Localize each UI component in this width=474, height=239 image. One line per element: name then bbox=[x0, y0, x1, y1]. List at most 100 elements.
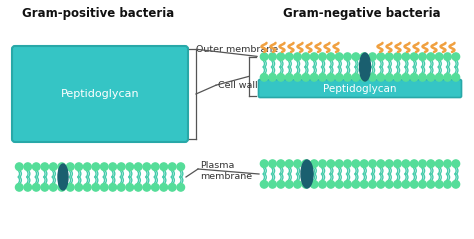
Circle shape bbox=[24, 163, 32, 170]
Text: Plasma
membrane: Plasma membrane bbox=[200, 161, 252, 181]
Circle shape bbox=[319, 180, 326, 188]
Circle shape bbox=[419, 53, 426, 60]
Text: Peptidoglycan: Peptidoglycan bbox=[61, 89, 139, 99]
Circle shape bbox=[319, 53, 326, 60]
Circle shape bbox=[152, 163, 159, 170]
Circle shape bbox=[394, 180, 401, 188]
Circle shape bbox=[32, 184, 40, 191]
Circle shape bbox=[168, 184, 176, 191]
Circle shape bbox=[310, 53, 318, 60]
Circle shape bbox=[277, 53, 284, 60]
Circle shape bbox=[285, 160, 293, 168]
Circle shape bbox=[294, 74, 301, 81]
Circle shape bbox=[369, 180, 376, 188]
Circle shape bbox=[402, 180, 410, 188]
Circle shape bbox=[427, 74, 435, 81]
Circle shape bbox=[435, 180, 443, 188]
Circle shape bbox=[302, 53, 310, 60]
Circle shape bbox=[310, 74, 318, 81]
Circle shape bbox=[344, 160, 351, 168]
Circle shape bbox=[177, 163, 184, 170]
Circle shape bbox=[92, 163, 100, 170]
Circle shape bbox=[327, 74, 335, 81]
Circle shape bbox=[336, 53, 343, 60]
Circle shape bbox=[118, 184, 125, 191]
Text: Cell wall: Cell wall bbox=[218, 81, 258, 90]
Circle shape bbox=[118, 163, 125, 170]
Circle shape bbox=[75, 163, 82, 170]
FancyBboxPatch shape bbox=[258, 80, 462, 98]
Circle shape bbox=[109, 163, 117, 170]
Circle shape bbox=[402, 74, 410, 81]
Circle shape bbox=[360, 53, 368, 60]
Circle shape bbox=[177, 184, 184, 191]
Circle shape bbox=[168, 163, 176, 170]
Circle shape bbox=[302, 74, 310, 81]
Circle shape bbox=[452, 180, 460, 188]
Circle shape bbox=[143, 184, 151, 191]
Circle shape bbox=[410, 160, 418, 168]
Circle shape bbox=[49, 184, 57, 191]
Circle shape bbox=[410, 74, 418, 81]
Circle shape bbox=[16, 163, 23, 170]
Circle shape bbox=[260, 160, 268, 168]
Circle shape bbox=[24, 184, 32, 191]
Circle shape bbox=[352, 53, 360, 60]
Circle shape bbox=[385, 180, 393, 188]
Circle shape bbox=[260, 74, 268, 81]
Circle shape bbox=[294, 180, 301, 188]
Circle shape bbox=[294, 53, 301, 60]
Circle shape bbox=[310, 180, 318, 188]
Circle shape bbox=[160, 163, 167, 170]
Circle shape bbox=[269, 53, 276, 60]
Circle shape bbox=[444, 180, 451, 188]
Circle shape bbox=[100, 184, 108, 191]
Circle shape bbox=[377, 160, 384, 168]
Circle shape bbox=[385, 74, 393, 81]
Circle shape bbox=[100, 163, 108, 170]
Circle shape bbox=[360, 74, 368, 81]
Circle shape bbox=[126, 184, 134, 191]
Circle shape bbox=[385, 160, 393, 168]
Circle shape bbox=[58, 163, 65, 170]
Circle shape bbox=[344, 74, 351, 81]
Circle shape bbox=[410, 53, 418, 60]
Circle shape bbox=[394, 74, 401, 81]
Text: Gram-negative bacteria: Gram-negative bacteria bbox=[283, 7, 441, 20]
Circle shape bbox=[126, 163, 134, 170]
Circle shape bbox=[152, 184, 159, 191]
Circle shape bbox=[410, 180, 418, 188]
Circle shape bbox=[352, 180, 360, 188]
Circle shape bbox=[269, 180, 276, 188]
Circle shape bbox=[285, 180, 293, 188]
Circle shape bbox=[419, 74, 426, 81]
Circle shape bbox=[269, 160, 276, 168]
Circle shape bbox=[369, 160, 376, 168]
Circle shape bbox=[269, 74, 276, 81]
Text: Gram-positive bacteria: Gram-positive bacteria bbox=[22, 7, 174, 20]
Ellipse shape bbox=[301, 160, 313, 188]
Circle shape bbox=[277, 180, 284, 188]
Circle shape bbox=[435, 53, 443, 60]
Circle shape bbox=[302, 160, 310, 168]
Circle shape bbox=[344, 180, 351, 188]
Circle shape bbox=[277, 160, 284, 168]
Circle shape bbox=[41, 184, 48, 191]
Circle shape bbox=[319, 160, 326, 168]
Circle shape bbox=[41, 163, 48, 170]
Circle shape bbox=[377, 53, 384, 60]
Circle shape bbox=[302, 180, 310, 188]
Circle shape bbox=[444, 53, 451, 60]
Circle shape bbox=[377, 74, 384, 81]
Circle shape bbox=[435, 160, 443, 168]
Circle shape bbox=[336, 180, 343, 188]
Circle shape bbox=[352, 74, 360, 81]
Circle shape bbox=[92, 184, 100, 191]
Circle shape bbox=[327, 160, 335, 168]
Circle shape bbox=[444, 74, 451, 81]
Circle shape bbox=[294, 160, 301, 168]
Circle shape bbox=[394, 53, 401, 60]
Circle shape bbox=[135, 163, 142, 170]
Circle shape bbox=[75, 184, 82, 191]
Circle shape bbox=[402, 160, 410, 168]
